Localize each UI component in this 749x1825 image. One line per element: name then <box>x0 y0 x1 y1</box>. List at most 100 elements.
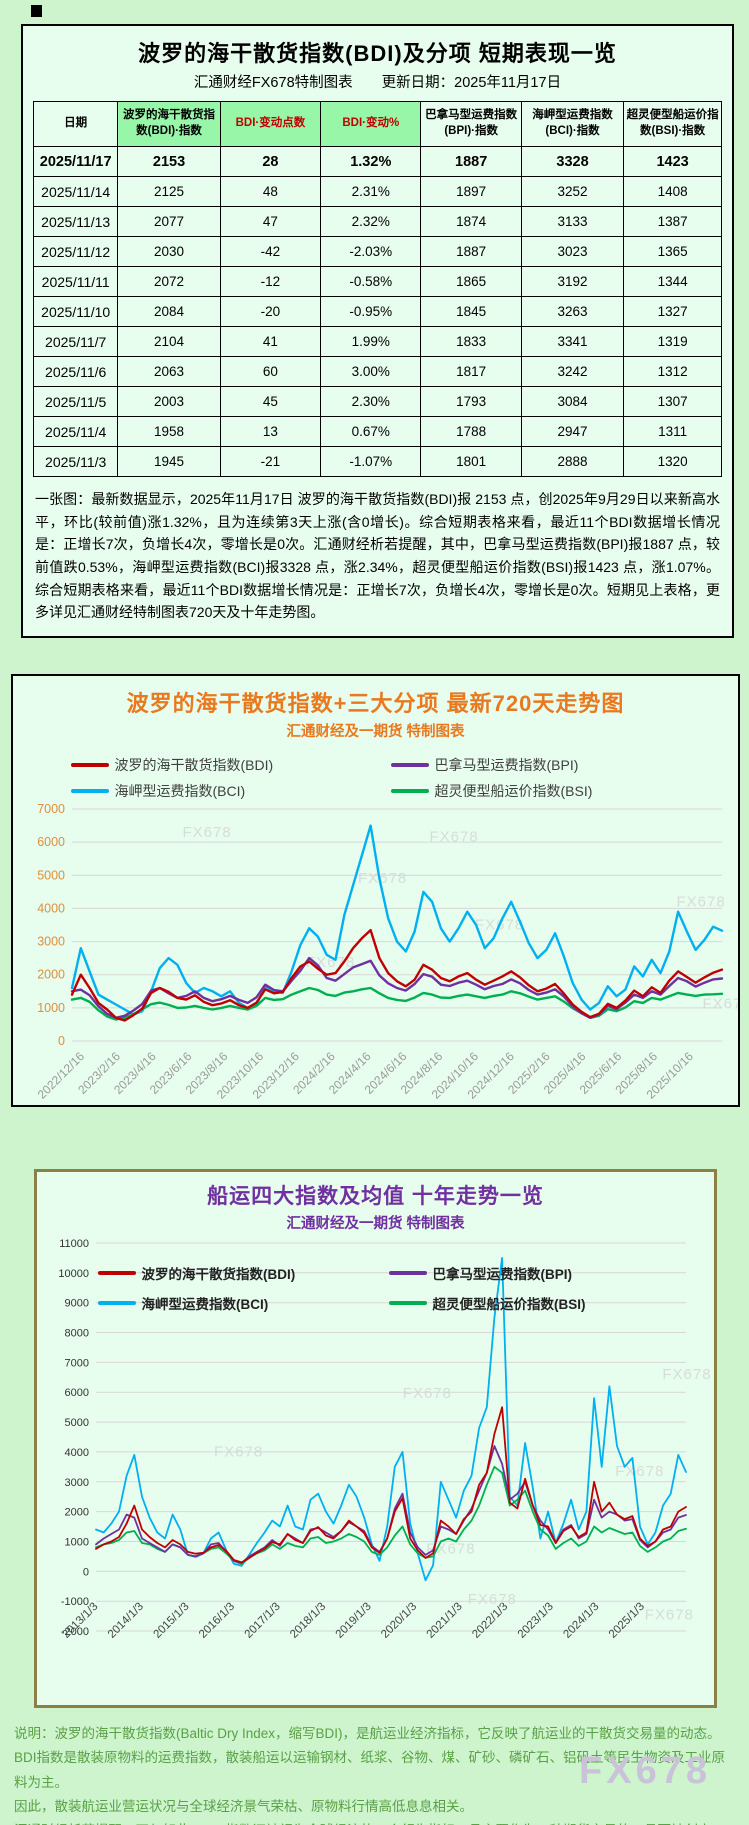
y-tick-label: 2000 <box>64 1507 88 1519</box>
legend-item-bpi: 巴拿马型运费指数(BPI) <box>390 755 681 775</box>
table-cell: 3192 <box>520 266 625 297</box>
series-line-bdi <box>70 928 723 1022</box>
table-cell: 1423 <box>623 146 722 177</box>
table-cell: 1327 <box>623 296 722 327</box>
chart-720-subtitle: 汇通财经及一期货 特制图表 <box>286 724 465 741</box>
table-cell: 28 <box>219 146 322 177</box>
legend-swatch <box>97 1271 136 1276</box>
y-tick-label: 2000 <box>37 968 65 982</box>
footer-line: 说明：波罗的海干散货指数(Baltic Dry Index，缩写BDI)，是航运… <box>14 1726 721 1742</box>
column-header: 巴拿马型运费指数(BPI)·指数 <box>420 101 522 147</box>
chart-10y-wrap: 11000 10000 9000 8000 7000 6000 5000 4000 3000 20… <box>39 1233 712 1703</box>
table-panel-title: 波罗的海干散货指数(BDI)及分项 短期表现一览 <box>138 41 617 66</box>
table-row: 2025/11/4 1958 13 0.67% 1788 2947 1311 <box>32 416 722 447</box>
column-header: BDI·变动% <box>320 101 422 147</box>
x-tick-label: 2025/1/3 <box>606 1601 646 1641</box>
table-cell: 2025/11/13 <box>32 206 119 237</box>
x-tick-label: 2019/1/3 <box>333 1601 373 1641</box>
watermark-text: FX678 <box>182 824 231 841</box>
x-tick-label: 2022/12/16 <box>34 1049 87 1102</box>
footer-line: BDI指数是散装原物料的运费指数，散装船运以运输钢材、纸浆、谷物、煤、矿砂、磷矿… <box>14 1750 726 1790</box>
table-cell: 2947 <box>520 416 625 447</box>
table-cell: 0.67% <box>320 416 422 447</box>
y-tick-label: -2000 <box>60 1626 88 1638</box>
y-tick-label: 0 <box>58 1034 65 1048</box>
table-cell: 3133 <box>520 206 625 237</box>
column-header: 日期 <box>32 101 119 147</box>
corner-mark <box>31 5 42 17</box>
table-panel: 波罗的海干散货指数(BDI)及分项 短期表现一览 汇通财经FX678特制图表 更… <box>21 24 734 639</box>
page-watermark: FX678 <box>579 1750 711 1792</box>
y-tick-label: 4000 <box>64 1447 88 1459</box>
footer-line: 因此，散装航运业营运状况与全球经济景气荣枯、原物料行情高低息息相关。 <box>14 1798 473 1814</box>
legend-swatch <box>97 1301 136 1306</box>
table-row: 2025/11/11 2072 -12 -0.58% 1865 3192 1344 <box>32 266 722 297</box>
table-cell: -2.03% <box>320 236 422 267</box>
legend-label: 波罗的海干散货指数(BDI) <box>141 1267 296 1283</box>
table-panel-subtitle: 汇通财经FX678特制图表 更新日期：2025年11月17日 <box>193 75 562 91</box>
table-note: 一张图：最新数据显示，2025年11月17日 波罗的海干散货指数(BDI)报 2… <box>35 491 720 621</box>
watermark-text: FX678 <box>402 1385 451 1402</box>
table-cell: 1307 <box>623 386 722 417</box>
table-row: 2025/11/17 2153 28 1.32% 1887 3328 1423 <box>32 146 722 177</box>
table-cell: 3341 <box>520 326 625 357</box>
column-header: 海岬型运费指数(BCI)·指数 <box>520 101 625 147</box>
x-tick-label: 2016/1/3 <box>196 1601 236 1641</box>
bdi-table-body: 2025/11/17 2153 28 1.32% 1887 3328 1423 2025/11… <box>32 146 722 477</box>
table-cell: 1845 <box>420 296 522 327</box>
legend-label: 海岬型运费指数(BCI) <box>141 1297 269 1313</box>
table-cell: 1311 <box>623 416 722 447</box>
table-cell: 47 <box>219 206 322 237</box>
table-cell: 2025/11/12 <box>32 236 119 267</box>
y-tick-label: 6000 <box>64 1387 88 1399</box>
table-cell: -0.58% <box>320 266 422 297</box>
watermark-text: FX678 <box>662 1366 710 1383</box>
table-row: 2025/11/13 2077 47 2.32% 1874 3133 1387 <box>32 206 722 237</box>
legend-swatch <box>390 789 429 794</box>
table-cell: 2025/11/7 <box>32 326 119 357</box>
column-header: BDI·变动点数 <box>219 101 322 147</box>
x-tick-label: 2018/1/3 <box>288 1601 328 1641</box>
table-row: 2025/11/5 2003 45 2.30% 1793 3084 1307 <box>32 386 722 417</box>
table-cell: -1.07% <box>320 446 422 477</box>
table-cell: 2025/11/11 <box>32 266 119 297</box>
x-tick-label: 2020/1/3 <box>379 1601 419 1641</box>
table-cell: -42 <box>219 236 322 267</box>
footer-line: 汇通财经析若提醒，不仅如此，BDI指数还被视为全球经济的一个领先指标，且主要作为… <box>14 1819 737 1825</box>
table-cell: 3.00% <box>320 356 422 387</box>
table-cell: 1887 <box>420 236 522 267</box>
legend-swatch <box>390 763 429 768</box>
legend-label: 超灵便型船运价指数(BSI) <box>434 783 593 800</box>
table-cell: 2003 <box>117 386 221 417</box>
legend-label: 波罗的海干散货指数(BDI) <box>114 757 274 774</box>
y-tick-label: 7000 <box>64 1357 88 1369</box>
table-cell: 2030 <box>117 236 221 267</box>
y-tick-label: 1000 <box>37 1001 65 1015</box>
footer-notes: 说明：波罗的海干散货指数(Baltic Dry Index，缩写BDI)，是航运… <box>14 1722 737 1825</box>
table-cell: 1897 <box>420 176 522 207</box>
column-header: 超灵便型船运价指数(BSI)·指数 <box>623 101 722 147</box>
y-tick-label: 7000 <box>37 803 65 816</box>
table-cell: 2025/11/5 <box>32 386 119 417</box>
table-cell: 1958 <box>117 416 221 447</box>
series-line-bpi <box>70 956 723 1020</box>
chart-10y-title: 船运四大指数及均值 十年走势一览 <box>207 1185 544 1209</box>
chart-10y-panel: 船运四大指数及均值 十年走势一览 汇通财经及一期货 特制图表 11000 1000… <box>34 1169 717 1709</box>
y-tick-label: 0 <box>82 1566 88 1578</box>
table-cell: 1408 <box>623 176 722 207</box>
bdi-table: 日期 波罗的海干散货指数(BDI)·指数 BDI·变动点数 BDI·变动% 巴拿马型运费… <box>32 101 722 477</box>
table-cell: 1344 <box>623 266 722 297</box>
column-header: 波罗的海干散货指数(BDI)·指数 <box>117 101 221 147</box>
table-cell: 2063 <box>117 356 221 387</box>
table-row: 2025/11/12 2030 -42 -2.03% 1887 3023 1365 <box>32 236 722 267</box>
table-cell: 3023 <box>520 236 625 267</box>
x-tick-label: 2023/1/3 <box>515 1601 555 1641</box>
legend-swatch <box>388 1271 427 1276</box>
table-cell: -12 <box>219 266 322 297</box>
y-tick-label: 10000 <box>58 1268 89 1280</box>
chart-10y-subtitle: 汇通财经及一期货 特制图表 <box>286 1216 465 1233</box>
legend-item-bpi: 巴拿马型运费指数(BPI) <box>388 1263 654 1283</box>
y-tick-label: 11000 <box>59 1238 89 1250</box>
y-tick-label: 8000 <box>64 1328 88 1340</box>
